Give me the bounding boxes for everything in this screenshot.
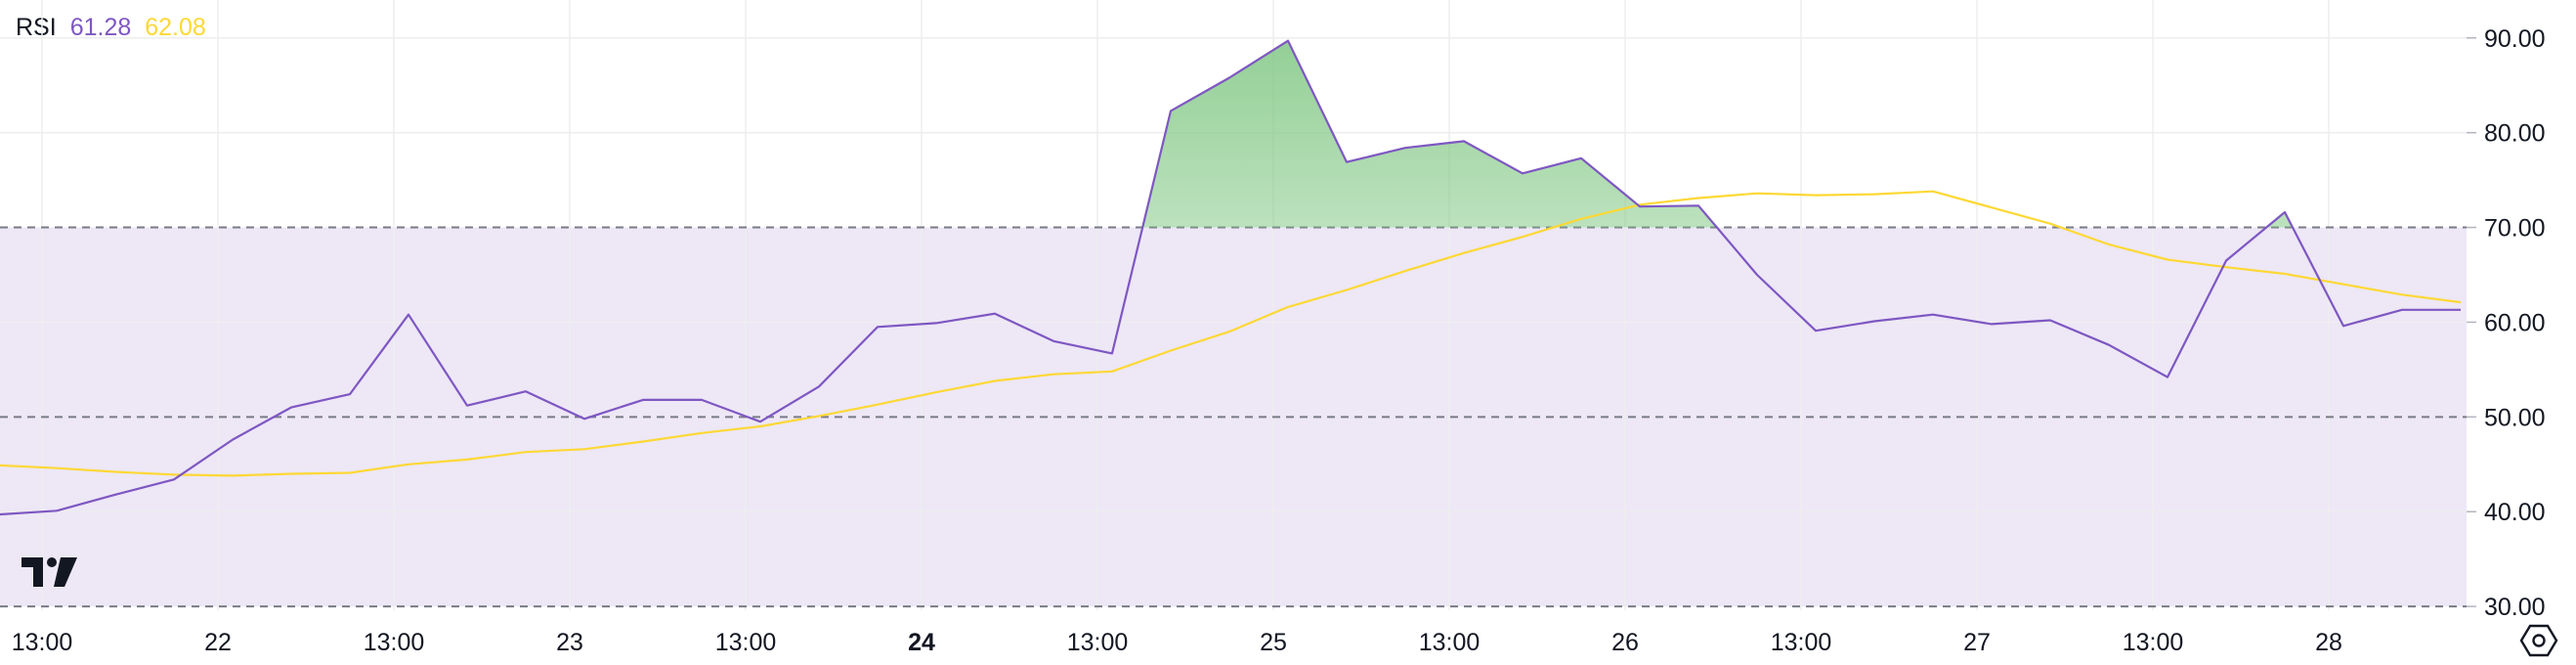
y-tick-label: 90.00 — [2484, 25, 2546, 53]
x-tick-label: 13:00 — [12, 629, 73, 656]
x-tick-label: 26 — [1611, 629, 1639, 656]
x-tick-label: 13:00 — [364, 629, 425, 656]
tradingview-logo-icon[interactable] — [21, 557, 77, 587]
x-tick-label: 25 — [1260, 629, 1287, 656]
indicator-name: RSI — [16, 14, 57, 41]
x-tick-label: 13:00 — [1771, 629, 1832, 656]
overbought-fill-layer — [1142, 40, 2294, 228]
x-tick-label: 28 — [2315, 629, 2342, 656]
x-axis: 13:00 22 13:00 23 13:00 24 13:00 25 13:00 26 13:00… — [12, 629, 2342, 656]
x-tick-label: 13:00 — [1067, 629, 1129, 656]
x-tick-label: 22 — [204, 629, 232, 656]
y-tick-label: 80.00 — [2484, 120, 2546, 148]
y-tick-label: 70.00 — [2484, 215, 2546, 243]
x-tick-label: 27 — [1963, 629, 1991, 656]
y-tick-label: 40.00 — [2484, 499, 2546, 526]
x-tick-label: 13:00 — [1419, 629, 1481, 656]
x-tick-label: 24 — [908, 629, 935, 656]
x-tick-label: 23 — [556, 629, 583, 656]
rsi-line — [0, 39, 2461, 516]
settings-gear-icon[interactable] — [2519, 624, 2558, 657]
y-tick-label: 50.00 — [2484, 404, 2546, 431]
y-tick-label: 30.00 — [2484, 594, 2546, 621]
rsi-ma-value: 62.08 — [145, 14, 206, 41]
overbought-fill — [1142, 40, 2294, 228]
x-tick-label: 13:00 — [715, 629, 777, 656]
rsi-ma-line — [0, 190, 2462, 477]
x-tick-label: 13:00 — [2123, 629, 2184, 656]
y-axis: 90.00 80.00 70.00 60.00 50.00 40.00 30.00 — [2467, 25, 2546, 621]
legend: RSI 61.28 62.08 — [16, 14, 206, 42]
y-tick-label: 60.00 — [2484, 309, 2546, 336]
rsi-value: 61.28 — [69, 14, 132, 41]
series-layer — [0, 39, 2462, 516]
